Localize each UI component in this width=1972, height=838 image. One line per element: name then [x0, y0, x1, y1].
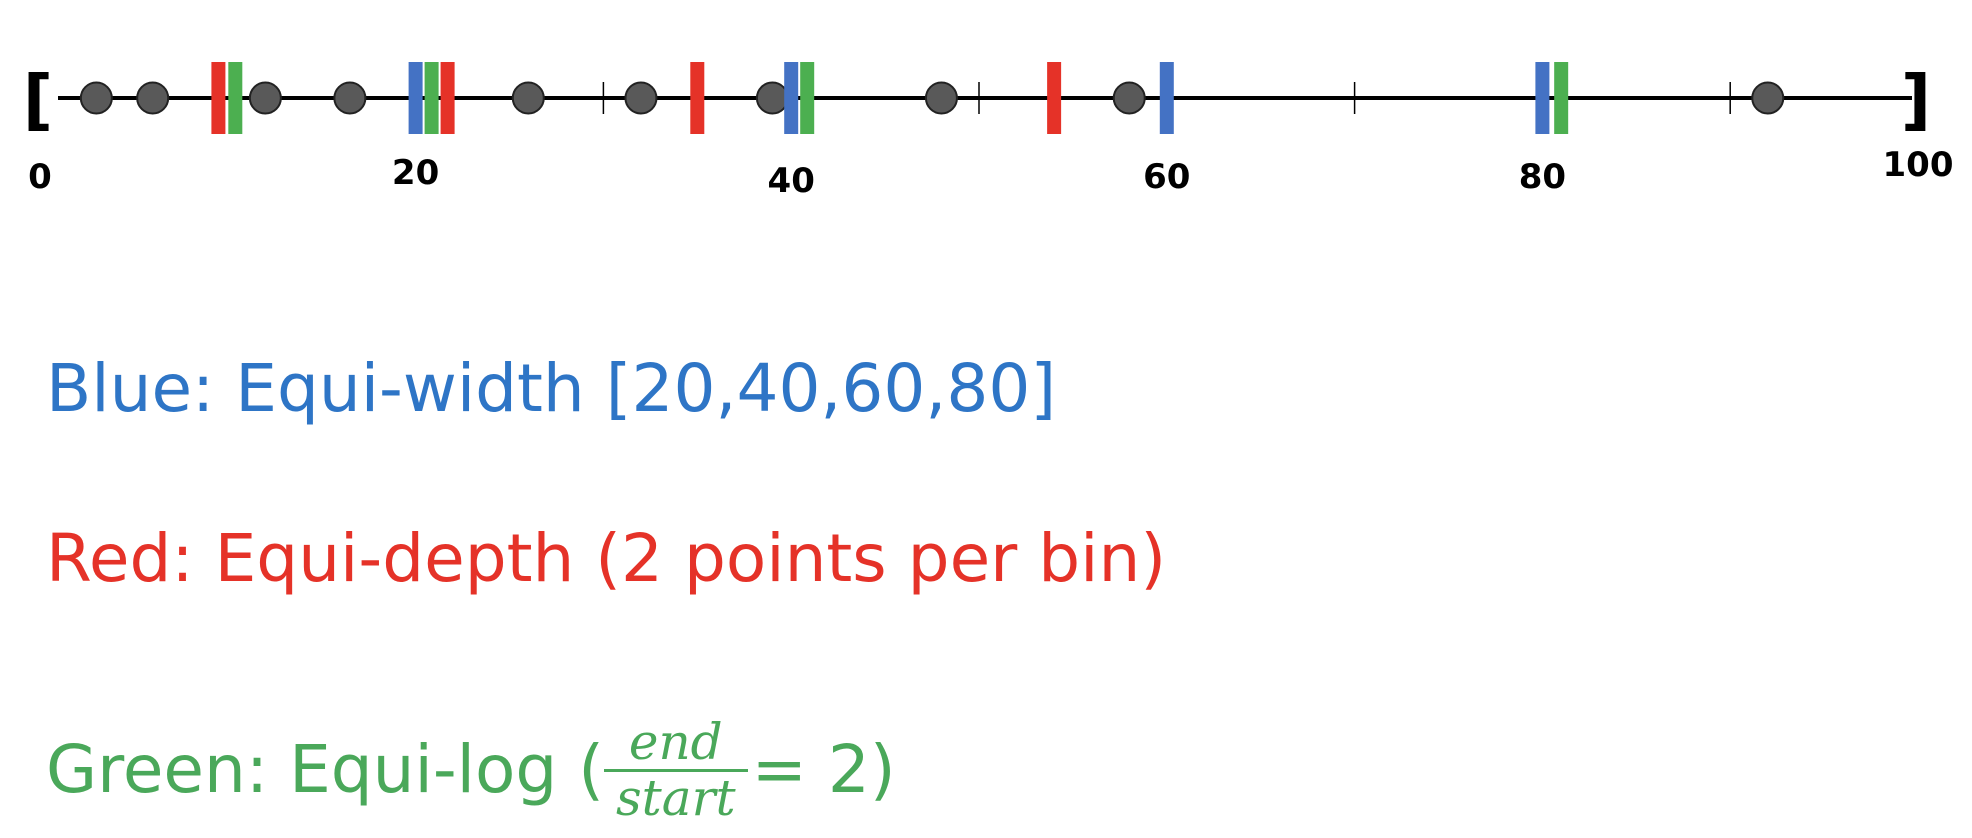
- axis-label: 40: [768, 161, 815, 201]
- right-bracket: ]: [1901, 61, 1931, 138]
- axis-label: 100: [1883, 145, 1954, 185]
- left-bracket: [: [23, 61, 53, 138]
- axis-label: 0: [28, 157, 52, 197]
- axis-label: 20: [392, 153, 439, 193]
- blue-bin-boundary: [1159, 62, 1174, 134]
- data-point: [924, 81, 958, 115]
- data-point: [511, 81, 545, 115]
- red-bin-boundary: [1047, 62, 1062, 134]
- blue-bin-boundary: [784, 62, 799, 134]
- legend-red: Red: Equi-depth (2 points per bin): [46, 520, 1167, 597]
- legend-green-prefix: Green: Equi-log (: [46, 731, 605, 808]
- green-bin-boundary: [424, 62, 439, 134]
- red-bin-boundary: [440, 62, 455, 134]
- data-point: [624, 81, 658, 115]
- legend-green-suffix: = 2): [751, 731, 896, 808]
- data-point: [755, 81, 789, 115]
- data-point: [248, 81, 282, 115]
- legend-green: Green: Equi-log ( end start = 2): [46, 716, 896, 824]
- data-point: [136, 81, 170, 115]
- data-point: [1112, 81, 1146, 115]
- green-bin-boundary: [800, 62, 815, 134]
- legend-blue: Blue: Equi-width [20,40,60,80]: [46, 350, 1057, 427]
- number-line: [ ] 0 20 40 60 80 100: [23, 61, 1954, 201]
- green-bin-boundary: [1554, 62, 1569, 134]
- axis-label: 60: [1143, 157, 1190, 197]
- blue-bin-boundary: [408, 62, 423, 134]
- red-bin-boundary: [211, 62, 226, 134]
- blue-bin-boundary: [1535, 62, 1550, 134]
- fraction-numerator: end: [628, 713, 723, 771]
- fraction-denominator: start: [616, 768, 736, 827]
- data-point: [1751, 81, 1785, 115]
- data-point: [333, 81, 367, 115]
- green-bin-boundary: [228, 62, 243, 134]
- red-bin-boundary: [690, 62, 705, 134]
- data-point: [79, 81, 113, 115]
- fraction-bar: [604, 768, 748, 772]
- axis-label: 80: [1519, 157, 1566, 197]
- legend-green-fraction: end start: [604, 713, 748, 827]
